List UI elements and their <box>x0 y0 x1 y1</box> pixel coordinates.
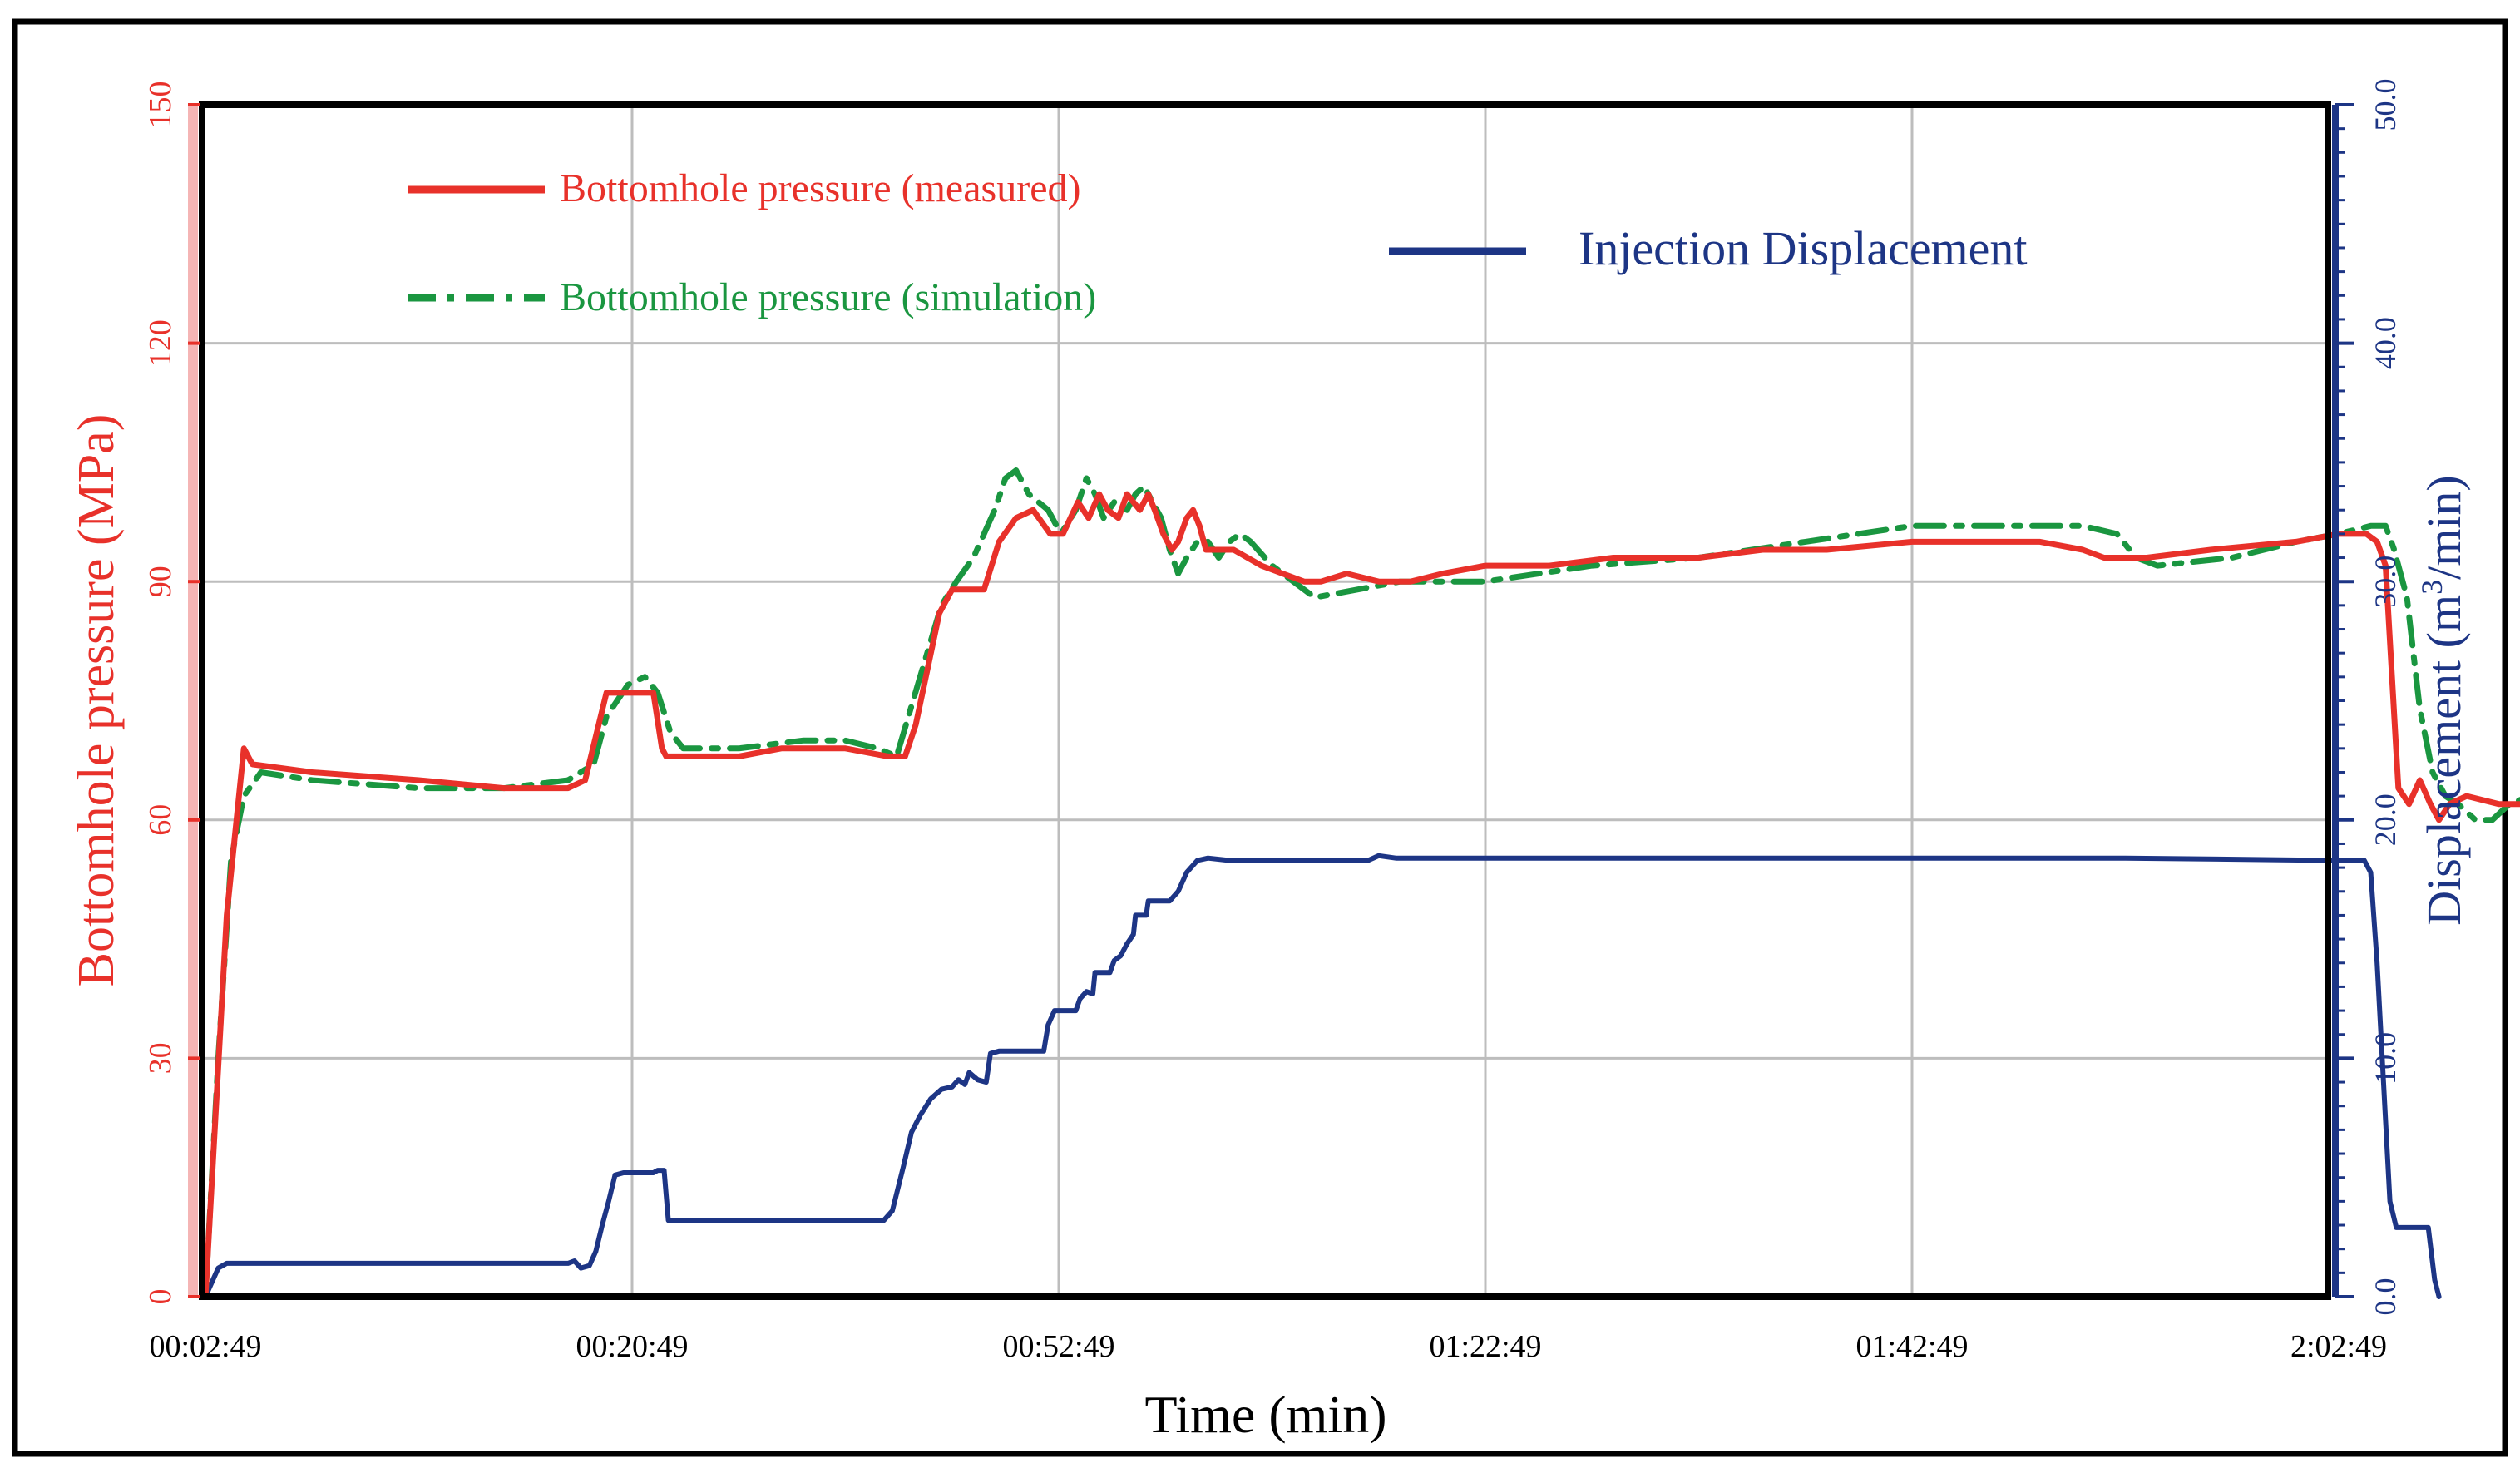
right-tick-label: 30.0 <box>2369 556 2402 608</box>
x-tick-label: 2:02:49 <box>2290 1329 2387 1364</box>
series-measured-line <box>202 491 2520 1300</box>
series-displacement-line <box>203 853 2442 1299</box>
x-tick-label: 01:42:49 <box>1855 1329 1968 1364</box>
legend-label-simulation: Bottomhole pressure (simulation) <box>560 275 1096 319</box>
series-layer <box>202 467 2520 1300</box>
right-tick-label: 40.0 <box>2369 317 2402 369</box>
right-axis-label-sup: 3 <box>2415 580 2448 595</box>
left-tick-label: 60 <box>143 804 178 836</box>
left-tick-label: 0 <box>143 1289 178 1305</box>
left-tick-label: 150 <box>143 82 178 129</box>
left-tick-label: 120 <box>143 319 178 367</box>
legend: Bottomhole pressure (measured) Bottomhol… <box>408 166 2028 319</box>
right-axis-label-main: Displacement (m <box>2417 595 2471 926</box>
x-tick-label: 00:52:49 <box>1002 1329 1114 1364</box>
left-axis-label: Bottomhole pressure (MPa) <box>68 414 125 987</box>
right-axis-label: Displacement (m3/min) <box>2415 475 2471 926</box>
left-tick-label: 90 <box>143 566 178 597</box>
right-tick-label: 0.0 <box>2369 1278 2402 1316</box>
x-tick-label: 01:22:49 <box>1429 1329 1541 1364</box>
grid <box>202 105 2328 1297</box>
right-tick-label: 20.0 <box>2369 793 2402 846</box>
left-tick-label: 30 <box>143 1042 178 1074</box>
plot-frame <box>199 101 2331 1300</box>
right-axis-label-tail: /min) <box>2417 475 2471 580</box>
right-tick-label: 50.0 <box>2369 79 2402 131</box>
x-axis-ticks: 00:02:49 00:20:49 00:52:49 01:22:49 01:42:49… <box>149 1329 2387 1364</box>
legend-label-measured: Bottomhole pressure (measured) <box>560 166 1080 210</box>
right-axis-ticks: 0.0 10.0 20.0 30.0 40.0 50.0 <box>2335 79 2402 1316</box>
x-axis-label: Time (min) <box>1145 1385 1387 1444</box>
x-tick-label: 00:20:49 <box>576 1329 688 1364</box>
outer-frame <box>12 18 2508 1457</box>
legend-label-displacement: Injection Displacement <box>1579 221 2028 275</box>
left-axis-ticks: 0 30 60 90 120 150 <box>143 82 200 1305</box>
right-tick-label: 10.0 <box>2369 1032 2402 1085</box>
x-tick-label: 00:02:49 <box>149 1329 261 1364</box>
